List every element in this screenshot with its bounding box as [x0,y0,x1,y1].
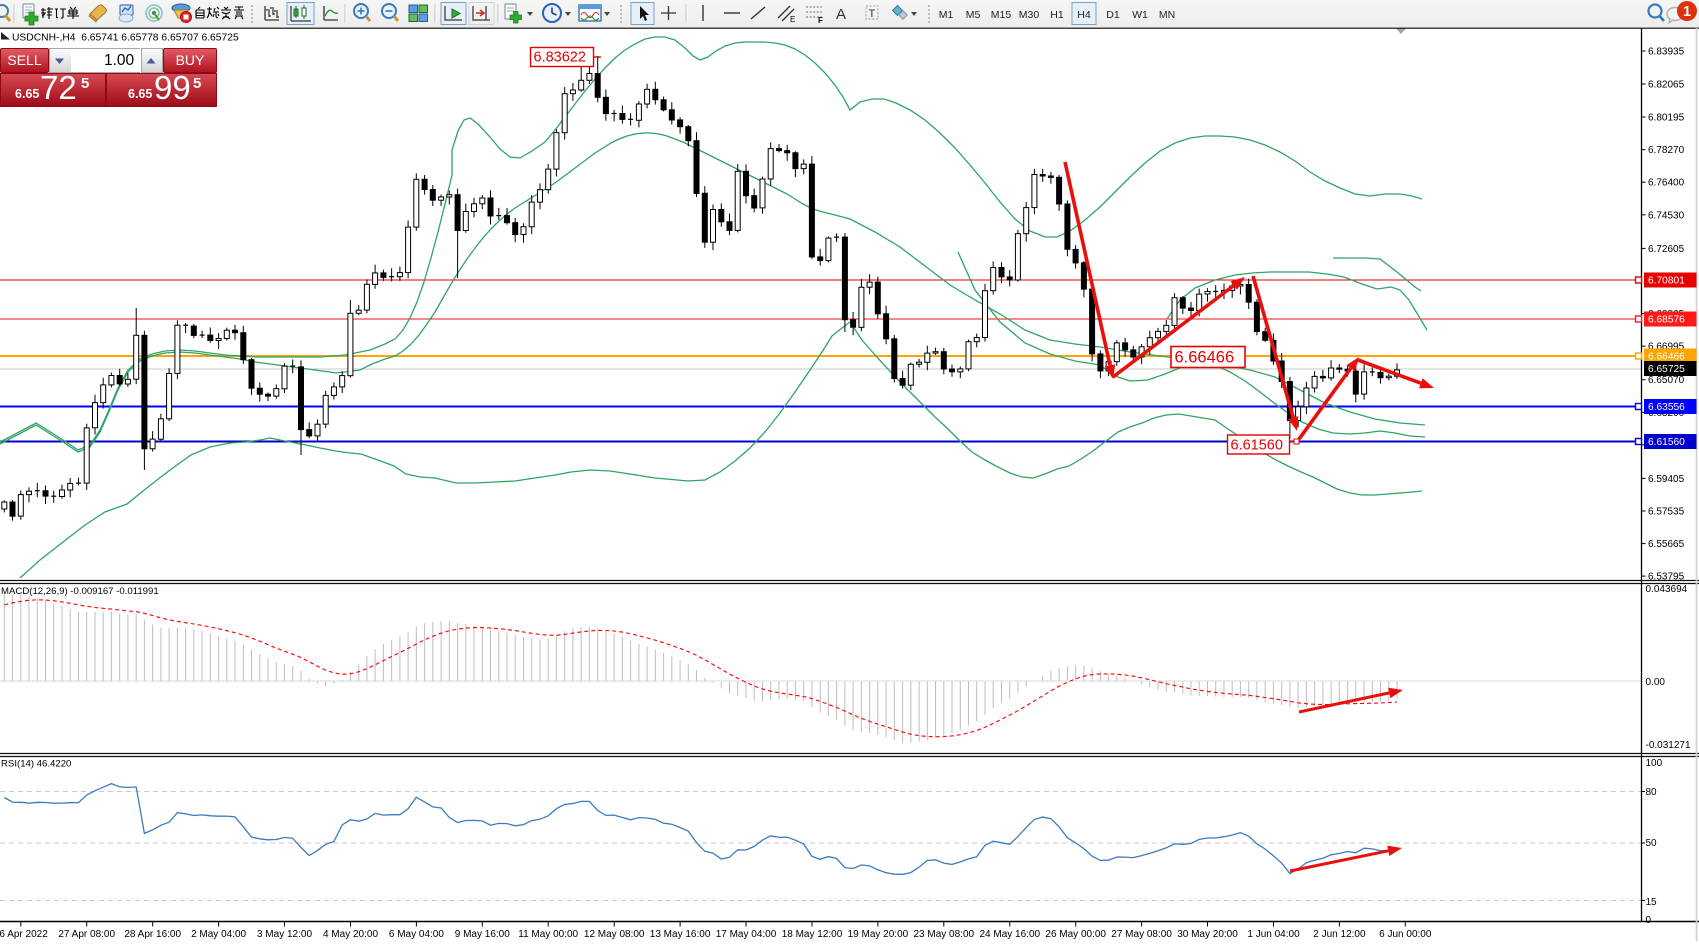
svg-text:H1: H1 [1050,9,1064,21]
svg-text:17 May 04:00: 17 May 04:00 [716,929,777,940]
svg-text:6.59405: 6.59405 [1648,474,1685,485]
svg-text:6.72605: 6.72605 [1648,244,1685,255]
svg-text:6.66995: 6.66995 [1648,342,1685,353]
svg-text:1 Jun 04:00: 1 Jun 04:00 [1247,929,1300,940]
svg-text:6 Jun 00:00: 6 Jun 00:00 [1379,929,1432,940]
svg-text:6 May 04:00: 6 May 04:00 [389,929,444,940]
svg-text:0.043694: 0.043694 [1646,584,1688,595]
svg-text:6.66466: 6.66466 [1175,349,1235,367]
svg-text:M15: M15 [991,9,1012,21]
svg-text:T: T [869,8,876,20]
svg-text:26 Apr 2022: 26 Apr 2022 [0,929,48,940]
svg-text:6.78270: 6.78270 [1648,145,1685,156]
svg-text:80: 80 [1646,787,1658,798]
svg-text:6.61560: 6.61560 [1231,438,1283,454]
svg-text:MN: MN [1159,9,1175,21]
svg-text:6.68576: 6.68576 [1648,315,1685,326]
svg-text:100: 100 [1646,758,1663,769]
svg-text:3 May 12:00: 3 May 12:00 [257,929,312,940]
svg-text:6.65070: 6.65070 [1648,375,1685,386]
svg-text:W1: W1 [1132,9,1148,21]
svg-text:1: 1 [1683,4,1691,20]
svg-text:-0.031271: -0.031271 [1646,740,1691,751]
svg-text:6.70801: 6.70801 [1648,276,1685,287]
svg-text:USDCNH-,H4 6.65741 6.65778 6.: USDCNH-,H4 6.65741 6.65778 6.65707 6.657… [12,33,239,44]
svg-text:2 Jun 12:00: 2 Jun 12:00 [1313,929,1366,940]
svg-text:28 Apr 16:00: 28 Apr 16:00 [124,929,181,940]
svg-text:6.83622: 6.83622 [534,50,586,66]
svg-text:H4: H4 [1077,9,1091,21]
svg-text:26 May 00:00: 26 May 00:00 [1045,929,1106,940]
svg-text:M5: M5 [966,9,981,21]
svg-text:19 May 20:00: 19 May 20:00 [848,929,909,940]
svg-text:30 May 20:00: 30 May 20:00 [1177,929,1238,940]
svg-text:6.66466: 6.66466 [1648,352,1685,363]
svg-text:18 May 12:00: 18 May 12:00 [782,929,843,940]
svg-text:6.82065: 6.82065 [1648,80,1685,91]
svg-text:0.00: 0.00 [1646,677,1666,688]
svg-text:24 May 16:00: 24 May 16:00 [979,929,1040,940]
svg-text:27 Apr 08:00: 27 Apr 08:00 [58,929,115,940]
svg-text:6.74530: 6.74530 [1648,210,1685,221]
svg-text:E: E [790,15,795,24]
svg-text:13 May 16:00: 13 May 16:00 [650,929,711,940]
svg-text:9 May 16:00: 9 May 16:00 [455,929,510,940]
svg-text:6.57535: 6.57535 [1648,507,1685,518]
svg-text:15: 15 [1646,897,1658,908]
svg-text:12 May 08:00: 12 May 08:00 [584,929,645,940]
svg-text:2 May 04:00: 2 May 04:00 [191,929,246,940]
svg-text:6.76400: 6.76400 [1648,178,1685,189]
svg-text:0: 0 [1646,915,1652,926]
svg-text:F: F [818,16,823,25]
svg-text:D1: D1 [1106,9,1120,21]
svg-text:RSI(14) 46.4220: RSI(14) 46.4220 [1,759,71,770]
svg-text:A: A [836,6,846,23]
svg-text:MACD(12,26,9) -0.009167 -0.011: MACD(12,26,9) -0.009167 -0.011991 [1,586,159,597]
svg-text:11 May 00:00: 11 May 00:00 [518,929,578,940]
svg-text:27 May 08:00: 27 May 08:00 [1111,929,1172,940]
svg-text:6.83935: 6.83935 [1648,47,1685,58]
svg-text:23 May 08:00: 23 May 08:00 [913,929,974,940]
svg-text:6.61560: 6.61560 [1648,437,1685,448]
svg-text:6.53795: 6.53795 [1648,572,1685,583]
svg-text:4 May 20:00: 4 May 20:00 [323,929,378,940]
svg-text:M30: M30 [1019,9,1040,21]
svg-text:6.63556: 6.63556 [1648,402,1685,413]
svg-text:6.55665: 6.55665 [1648,539,1685,550]
svg-text:6.80195: 6.80195 [1648,113,1685,124]
svg-text:50: 50 [1646,838,1658,849]
svg-text:M1: M1 [939,9,954,21]
svg-text:6.65725: 6.65725 [1648,364,1685,375]
